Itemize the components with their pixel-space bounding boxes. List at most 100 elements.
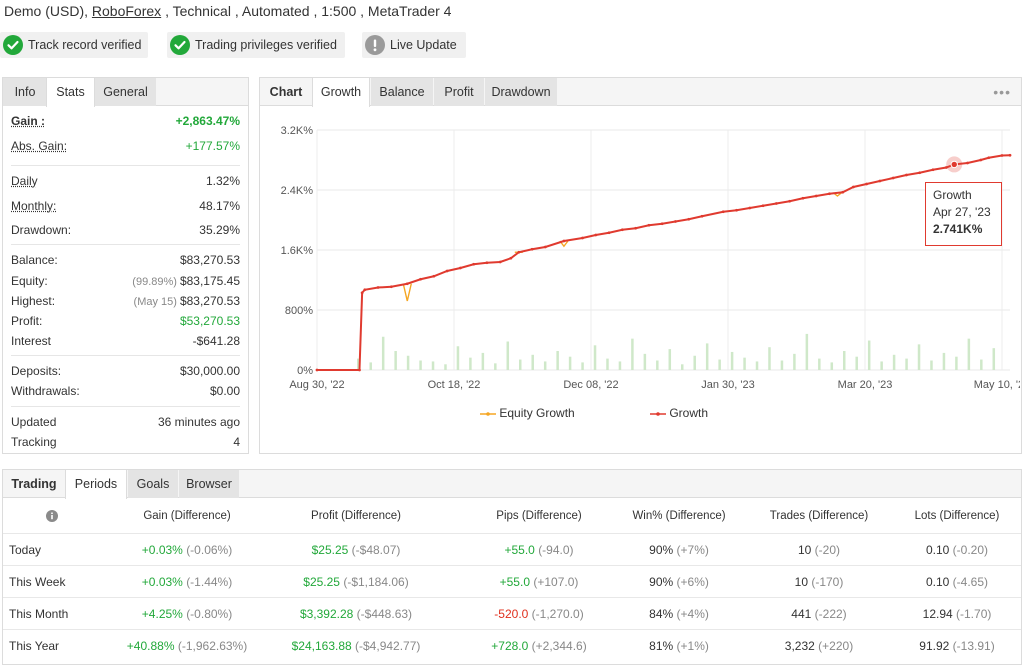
growth-point [315, 368, 319, 372]
equity-dip [402, 283, 412, 302]
stat-label: Interest [11, 334, 52, 348]
deposit-bar [357, 358, 360, 370]
deposit-bar [519, 359, 522, 370]
tab-profit[interactable]: Profit [434, 78, 484, 106]
tab-chart[interactable]: Chart [269, 85, 303, 99]
growth-point [735, 208, 738, 212]
tab-periods[interactable]: Periods [65, 470, 127, 499]
broker-link[interactable]: RoboForex [91, 3, 162, 19]
cell-win: 84% (+4%) [599, 598, 759, 630]
live-update-badge[interactable]: Live Update [362, 32, 466, 58]
account-details: , Technical , Automated , 1:500 , MetaTr… [165, 3, 452, 19]
cell-value: $3,392.28 [299, 607, 354, 621]
cell-value: $25.25 [303, 575, 340, 589]
growth-point [358, 368, 361, 372]
cell-win: 90% (+6%) [599, 566, 759, 598]
stat-monthly: Monthly: 48.17% [11, 196, 240, 216]
growth-point [878, 179, 882, 183]
growth-point [509, 256, 513, 260]
cell-profit: $25.25 (-$48.07) [266, 534, 446, 566]
stat-value: $30,000.00 [179, 364, 240, 378]
deposit-bar [631, 338, 634, 370]
tab-balance[interactable]: Balance [371, 78, 433, 106]
info-circle-icon[interactable] [39, 501, 65, 531]
stat-value: +177.57% [185, 139, 240, 153]
growth-point [445, 269, 449, 273]
y-tick-label: 2.4K% [281, 185, 314, 197]
cell-value: +55.0 [504, 543, 535, 557]
growth-point [405, 282, 409, 286]
tab-drawdown[interactable]: Drawdown [485, 78, 557, 106]
growth-point [687, 217, 691, 221]
cell-lots: 12.94 (-1.70) [877, 598, 1024, 630]
tab-trading[interactable]: Trading [11, 477, 57, 491]
deposit-bar [494, 363, 497, 370]
growth-point [851, 185, 855, 189]
growth-point [562, 239, 566, 243]
deposit-bar [481, 352, 485, 370]
divider [11, 355, 240, 356]
stat-label: Withdrawals: [11, 384, 80, 398]
stat-value: +2,863.47% [175, 114, 240, 128]
row-label: This Month [9, 607, 69, 621]
tab-general[interactable]: General [95, 78, 156, 106]
y-tick-label: 1.6K% [281, 245, 314, 257]
deposit-bar [793, 353, 796, 370]
more-dots-icon[interactable]: ••• [993, 84, 1011, 100]
growth-point [841, 190, 845, 194]
stats-panel: Info Stats General Gain : +2,863.47% Abs… [2, 77, 249, 454]
cell-trades: 441 (-222) [739, 598, 899, 630]
growth-point [360, 291, 364, 295]
stat-label: Profit: [11, 314, 43, 328]
stat-equity: Equity: (99.89%) $83,175.45 [11, 271, 240, 291]
cell-value: 10 [797, 543, 812, 557]
exclamation-circle-icon [365, 35, 385, 55]
stat-deposits: Deposits: $30,000.00 [11, 361, 240, 381]
deposit-bar [419, 360, 422, 370]
stat-value: 1.32% [205, 174, 240, 188]
stat-label: Drawdown: [11, 223, 72, 237]
periods-table-header: Gain (Difference) Profit (Difference) Pi… [3, 501, 1021, 531]
cell-diff: (+107.0) [533, 575, 579, 589]
cell-diff: (-$48.07) [351, 543, 401, 557]
deposit-bar [556, 351, 559, 370]
periods-panel: Trading Periods Goals Browser Gain (Diff… [2, 469, 1022, 665]
cell-trades: 3,232 (+220) [739, 630, 899, 662]
y-tick-label: 3.2K% [281, 125, 314, 137]
cell-pips: -520.0 (-1,270.0) [459, 598, 619, 630]
deposit-bar [369, 362, 372, 370]
deposit-bar [406, 355, 410, 370]
deposit-bar [818, 358, 821, 370]
tab-info[interactable]: Info [3, 78, 47, 106]
tooltip-value: 2.741K% [933, 222, 983, 236]
legend-growth[interactable]: Growth [650, 406, 708, 420]
account-type: Demo (USD), [4, 3, 89, 19]
cell-diff: (+2,344.6) [531, 639, 587, 653]
cell-value: 10 [794, 575, 808, 589]
cell-value: +0.03% [141, 543, 183, 557]
divider [11, 406, 240, 407]
deposit-bar [917, 344, 921, 370]
cell-value: +0.03% [141, 575, 183, 589]
growth-point [1008, 153, 1012, 157]
stat-value: $0.00 [209, 384, 240, 398]
cell-diff: (-170) [811, 575, 844, 589]
stat-interest: Interest -$641.28 [11, 331, 240, 351]
tab-goals[interactable]: Goals [128, 470, 178, 498]
chart-tooltip: Growth Apr 27, '23 2.741K% [925, 182, 1002, 246]
stat-label: Monthly: [11, 199, 57, 213]
deposit-bar [593, 345, 597, 370]
legend-equity-growth[interactable]: Equity Growth [480, 406, 575, 420]
cell-diff: (-1,270.0) [531, 607, 584, 621]
growth-point [774, 202, 778, 205]
cell-value: +728.0 [491, 639, 529, 653]
stat-updated: Updated 36 minutes ago [11, 412, 240, 432]
tab-growth[interactable]: Growth [312, 78, 370, 107]
tab-browser[interactable]: Browser [179, 470, 239, 498]
growth-point [944, 166, 948, 169]
cell-diff: (-$4,942.77) [355, 639, 421, 653]
divider [11, 244, 240, 245]
tab-stats[interactable]: Stats [46, 78, 95, 107]
cell-lots: 0.10 (-0.20) [877, 534, 1024, 566]
cell-value: 81% [649, 639, 674, 653]
